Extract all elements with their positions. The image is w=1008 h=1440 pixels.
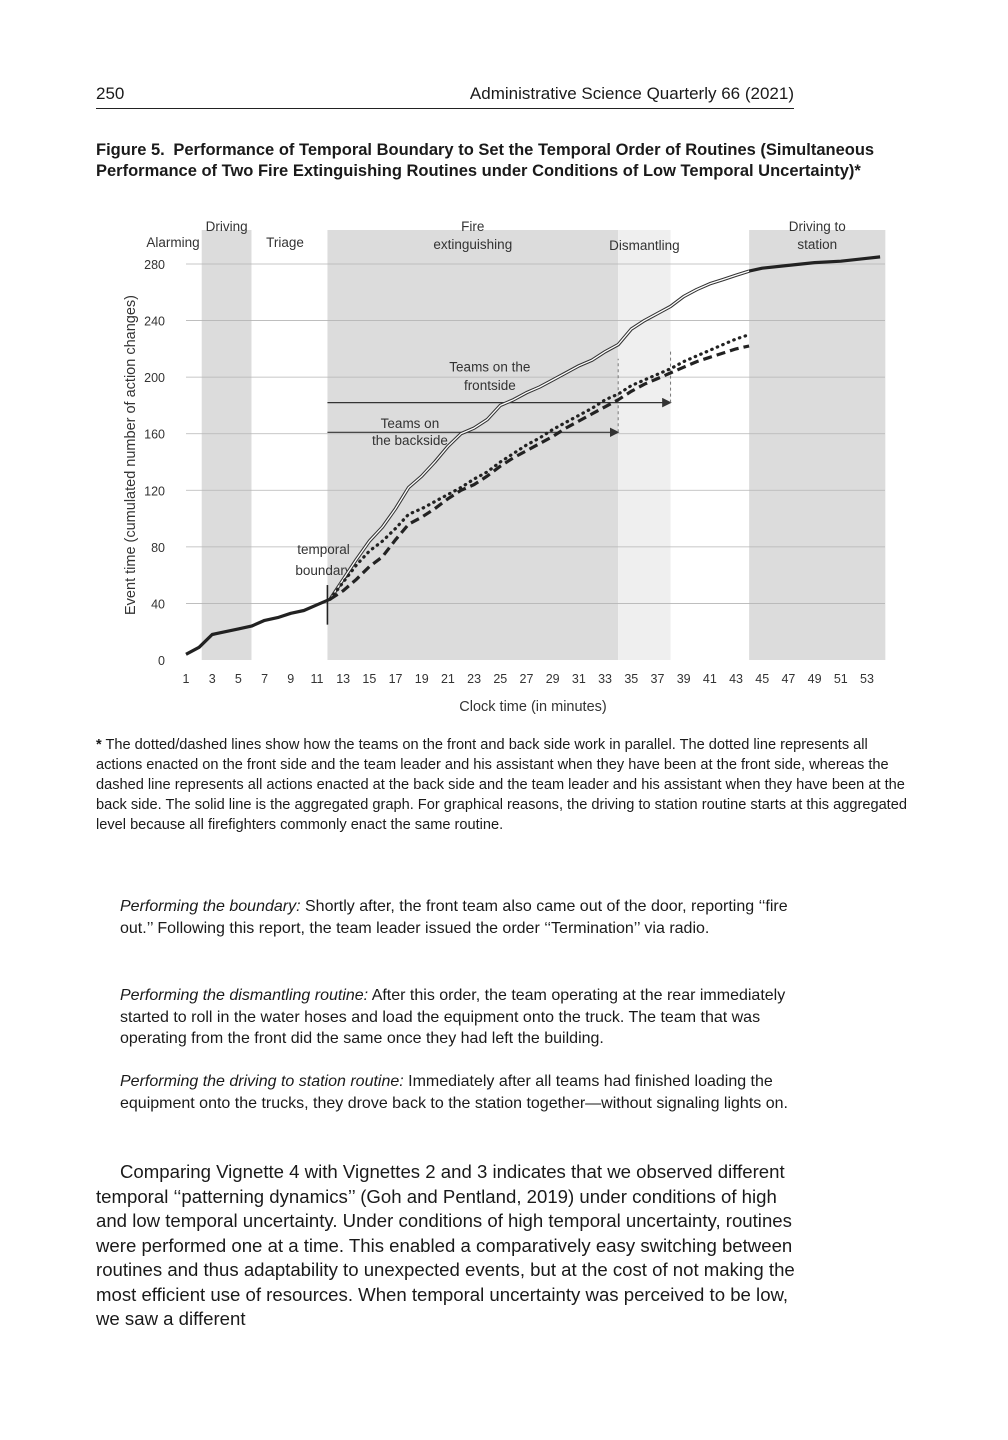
page-header: 250 Administrative Science Quarterly 66 … — [96, 82, 794, 109]
phase-label: Alarming — [146, 235, 199, 250]
vignette-boundary: Performing the boundary: Shortly after, … — [120, 896, 800, 939]
figure-caption: Figure 5. Performance of Temporal Bounda… — [96, 140, 896, 182]
phase-label: Triage — [266, 235, 304, 250]
x-tick-label: 35 — [624, 672, 638, 686]
y-axis-label: Event time (cumulated number of action c… — [123, 295, 139, 615]
x-tick-label: 19 — [415, 672, 429, 686]
y-tick-label: 280 — [144, 258, 165, 272]
figure-footnote: * The dotted/dashed lines show how the t… — [96, 735, 916, 835]
y-tick-label: 40 — [151, 597, 165, 611]
x-tick-label: 51 — [834, 672, 848, 686]
vignette-heading: Performing the driving to station routin… — [120, 1073, 404, 1090]
phase-label: Driving — [206, 219, 248, 234]
body-paragraph: Comparing Vignette 4 with Vignettes 2 an… — [96, 1161, 795, 1329]
annotation-label: boundary — [295, 563, 352, 578]
phase-label: extinguishing — [433, 237, 512, 252]
phase-band — [327, 230, 619, 660]
series-lines — [185, 255, 881, 656]
vignette-dismantling: Performing the dismantling routine: Afte… — [120, 985, 800, 1050]
y-tick-label: 240 — [144, 315, 165, 329]
chart: 0 40 80 120 160 200 240 280 1 3 5 7 9 11 13 15 17 19 21 23… — [96, 218, 916, 723]
annotation-label: Teams on the — [449, 359, 530, 374]
annotations: temporal boundary Teams on the frontside Tea… — [295, 348, 672, 625]
phase-label: Driving to — [789, 219, 846, 234]
x-tick-label: 27 — [520, 672, 534, 686]
x-tick-label: 25 — [493, 672, 507, 686]
body-text: Comparing Vignette 4 with Vignettes 2 an… — [96, 1160, 796, 1332]
vignette-text: Shortly after, the front team also came … — [120, 898, 788, 937]
vignette-heading: Performing the boundary: — [120, 898, 301, 915]
phase-label: Dismantling — [609, 238, 680, 253]
x-tick-label: 41 — [703, 672, 717, 686]
x-tick-label: 17 — [389, 672, 403, 686]
x-tick-label: 49 — [808, 672, 822, 686]
vignette-text: After this order, the team operating at … — [120, 987, 786, 1047]
page-number: 250 — [96, 84, 125, 103]
y-tick-label: 0 — [158, 654, 165, 668]
x-tick-label: 53 — [860, 672, 874, 686]
x-tick-label: 33 — [598, 672, 612, 686]
aggregated-line — [185, 597, 331, 656]
y-tick-label: 120 — [144, 484, 165, 498]
figure-label: Figure 5. — [96, 141, 165, 159]
x-tick-labels: 1 3 5 7 9 11 13 15 17 19 21 23 25 27 29 31 33 35 37 39 41 43 4… — [183, 672, 874, 686]
backside-dashed-line — [329, 344, 750, 601]
phase-band — [749, 230, 886, 660]
x-tick-label: 39 — [677, 672, 691, 686]
x-tick-label: 3 — [209, 672, 216, 686]
x-tick-label: 45 — [755, 672, 769, 686]
footnote-star: * — [96, 737, 102, 753]
vignette-driving: Performing the driving to station routin… — [120, 1071, 800, 1114]
x-tick-label: 37 — [651, 672, 665, 686]
phase-band — [618, 230, 671, 660]
aggregated-line — [748, 255, 881, 273]
vignette-text: Immediately after all teams had finished… — [120, 1073, 788, 1112]
gridlines — [186, 263, 885, 604]
phase-labels: Alarming Driving Triage Fire extinguishing Di… — [146, 219, 845, 253]
x-tick-label: 5 — [235, 672, 242, 686]
x-axis-label: Clock time (in minutes) — [459, 699, 606, 715]
frontside-dotted-line — [328, 333, 751, 601]
aggregated-line-inner — [329, 270, 750, 600]
y-tick-label: 200 — [144, 371, 165, 385]
x-tick-label: 29 — [546, 672, 560, 686]
journal-reference: Administrative Science Quarterly 66 (202… — [469, 84, 794, 103]
x-tick-label: 43 — [729, 672, 743, 686]
x-tick-label: 13 — [336, 672, 350, 686]
phase-shading — [201, 230, 886, 660]
x-tick-label: 23 — [467, 672, 481, 686]
y-tick-labels: 0 40 80 120 160 200 240 280 — [144, 258, 165, 668]
phase-band — [201, 230, 252, 660]
y-tick-label: 160 — [144, 428, 165, 442]
annotation-label: Teams on — [381, 416, 440, 431]
annotation-label: temporal — [297, 542, 350, 557]
y-tick-label: 80 — [151, 541, 165, 555]
x-tick-label: 47 — [781, 672, 795, 686]
annotation-label: the backside — [372, 433, 448, 448]
x-tick-label: 15 — [362, 672, 376, 686]
figure-title: Performance of Temporal Boundary to Set … — [96, 141, 875, 180]
vignette-heading: Performing the dismantling routine: — [120, 987, 369, 1004]
x-tick-label: 7 — [261, 672, 268, 686]
phase-label: Fire — [461, 219, 484, 234]
x-tick-label: 9 — [287, 672, 294, 686]
x-tick-label: 1 — [183, 672, 190, 686]
footnote-text: The dotted/dashed lines show how the tea… — [96, 737, 907, 833]
x-tick-label: 31 — [572, 672, 586, 686]
x-tick-label: 11 — [310, 672, 323, 686]
x-tick-label: 21 — [441, 672, 455, 686]
phase-label: station — [797, 237, 837, 252]
annotation-label: frontside — [464, 378, 516, 393]
